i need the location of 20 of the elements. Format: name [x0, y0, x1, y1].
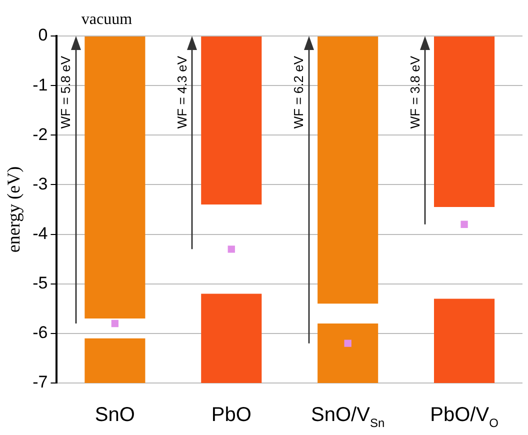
y-tick-label: -3	[32, 174, 48, 194]
text: vacuum	[81, 11, 133, 28]
y-tick-label: -7	[32, 372, 48, 392]
point	[344, 340, 352, 347]
y-tick-label: -1	[32, 75, 48, 94]
y-tick-label: 0	[38, 26, 48, 45]
annotation: WF = 4.3 eV	[174, 56, 190, 129]
point	[460, 220, 468, 228]
x-tick-label: SnO	[94, 404, 135, 426]
annotation: WF = 6.2 eV	[291, 56, 306, 129]
x-tick-label: PbO	[211, 404, 252, 426]
y-tick-label: -6	[32, 323, 48, 342]
annotation: WF = 3.8 eV	[408, 56, 423, 129]
annotation: WF = 5.8 eV	[58, 56, 74, 129]
y-axis-title: energy (eV)	[4, 166, 24, 253]
y-tick-label: -5	[32, 274, 48, 293]
point	[228, 246, 235, 253]
point	[111, 320, 119, 328]
y-tick-label: -2	[32, 124, 48, 144]
y-tick-label: -4	[32, 224, 48, 243]
